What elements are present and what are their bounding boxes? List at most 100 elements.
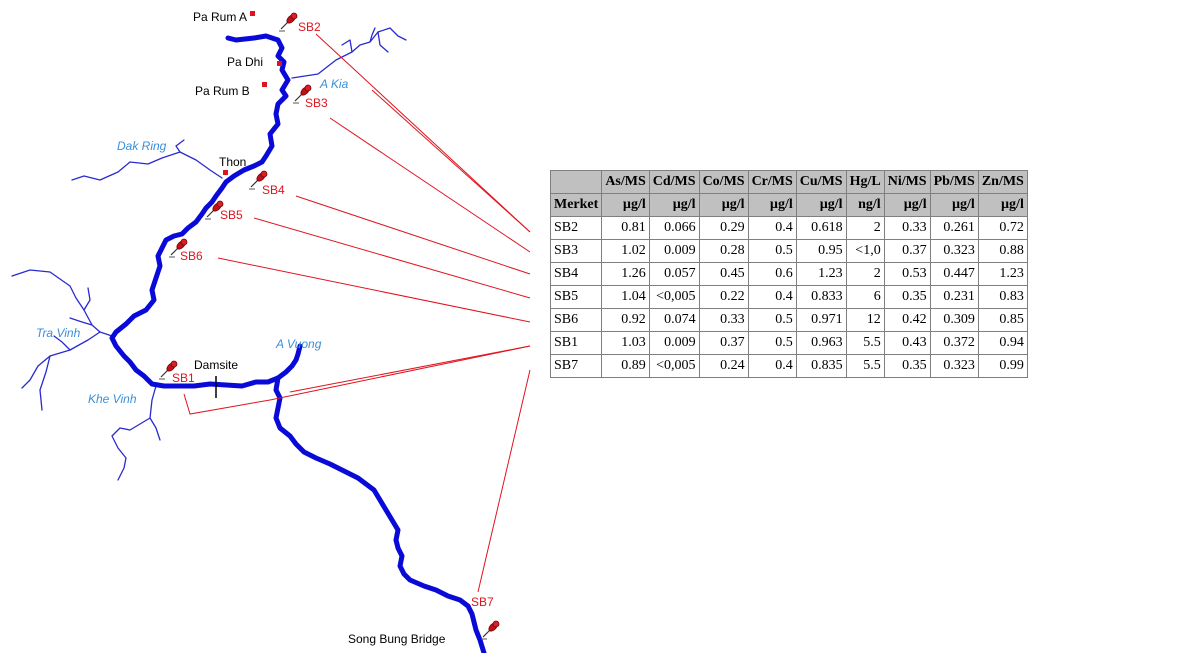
connector-sb1 xyxy=(183,345,531,415)
param-header-row: As/MS Cd/MS Co/MS Cr/MS Cu/MS Hg/L Ni/MS… xyxy=(549,170,1028,194)
connector-sb5 xyxy=(253,217,531,299)
table-row: SB5 1.04 <0,005 0.22 0.4 0.833 6 0.35 0.… xyxy=(549,285,1028,309)
label-sb5: SB5 xyxy=(220,208,243,222)
value-cell: 0.323 xyxy=(929,354,979,378)
value-cell: 6 xyxy=(845,285,885,309)
unit-header-row: Merket µg/l µg/l µg/l µg/l µg/l ng/l µg/… xyxy=(549,193,1028,217)
value-cell: 0.074 xyxy=(648,308,700,332)
value-cell: 0.37 xyxy=(698,331,749,355)
label-sb2: SB2 xyxy=(298,20,321,34)
tra-vinh-branch-2 xyxy=(21,331,101,389)
label-sb7: SB7 xyxy=(471,595,494,609)
value-cell: 0.309 xyxy=(929,308,979,332)
station-name-cell: SB7 xyxy=(549,354,603,378)
connector-sb6 xyxy=(217,257,531,323)
label-sb1: SB1 xyxy=(172,371,195,385)
village-marker-pa-dhi xyxy=(277,61,282,66)
value-cell: 1.03 xyxy=(601,331,650,355)
pin-sb7 xyxy=(480,620,500,640)
label-thon: Thon xyxy=(219,155,247,169)
label-damsite: Damsite xyxy=(194,358,239,372)
connector-sb4 xyxy=(295,195,531,275)
dak-ring-tributary xyxy=(71,151,223,181)
value-cell: 0.5 xyxy=(747,239,797,263)
header-param: Co/MS xyxy=(698,170,749,194)
header-param: Cd/MS xyxy=(648,170,700,194)
value-cell: 1.23 xyxy=(977,262,1028,286)
value-cell: 0.83 xyxy=(977,285,1028,309)
value-cell: 0.72 xyxy=(977,216,1028,240)
value-cell: <1,0 xyxy=(845,239,885,263)
value-cell: 0.971 xyxy=(795,308,847,332)
row-label-header: Merket xyxy=(549,193,603,217)
value-cell: 0.42 xyxy=(883,308,931,332)
station-name-cell: SB4 xyxy=(549,262,603,286)
village-marker-pa-rum-b xyxy=(262,82,267,87)
value-cell: 0.37 xyxy=(883,239,931,263)
value-cell: 0.22 xyxy=(698,285,749,309)
khe-vinh-tributary xyxy=(111,385,157,481)
label-a-vuong: A Vuong xyxy=(276,337,322,351)
value-cell: 0.35 xyxy=(883,354,931,378)
value-cell: 0.94 xyxy=(977,331,1028,355)
header-unit: µg/l xyxy=(795,193,847,217)
khe-vinh-branch xyxy=(149,417,161,441)
header-param: Cu/MS xyxy=(795,170,847,194)
value-cell: 0.81 xyxy=(601,216,650,240)
main-river-upper xyxy=(109,33,291,389)
header-unit: µg/l xyxy=(883,193,931,217)
header-unit: µg/l xyxy=(929,193,979,217)
value-cell: 0.24 xyxy=(698,354,749,378)
value-cell: 0.35 xyxy=(883,285,931,309)
table-row: SB6 0.92 0.074 0.33 0.5 0.971 12 0.42 0.… xyxy=(549,308,1028,332)
header-param: As/MS xyxy=(601,170,650,194)
value-cell: 0.99 xyxy=(977,354,1028,378)
label-tra-vinh: Tra Vinh xyxy=(36,326,81,340)
tra-vinh-branch-5 xyxy=(69,317,93,326)
value-cell: 5.5 xyxy=(845,354,885,378)
header-param: Zn/MS xyxy=(977,170,1028,194)
value-cell: 0.92 xyxy=(601,308,650,332)
table-row: SB7 0.89 <0,005 0.24 0.4 0.835 5.5 0.35 … xyxy=(549,354,1028,378)
value-cell: 0.28 xyxy=(698,239,749,263)
label-sb3: SB3 xyxy=(305,96,328,110)
header-unit: ng/l xyxy=(845,193,885,217)
value-cell: <0,005 xyxy=(648,354,700,378)
label-pa-rum-a: Pa Rum A xyxy=(193,10,248,24)
value-cell: 5.5 xyxy=(845,331,885,355)
station-name-cell: SB3 xyxy=(549,239,603,263)
header-blank-cell xyxy=(549,170,603,194)
a-kia-branch-3 xyxy=(377,31,389,53)
value-cell: 0.89 xyxy=(601,354,650,378)
value-cell: 0.95 xyxy=(795,239,847,263)
a-kia-branch-2 xyxy=(369,27,376,43)
a-kia-tributary xyxy=(291,27,407,79)
header-unit: µg/l xyxy=(648,193,700,217)
value-cell: 0.057 xyxy=(648,262,700,286)
value-cell: 1.26 xyxy=(601,262,650,286)
value-cell: 1.23 xyxy=(795,262,847,286)
label-song-bung-bridge: Song Bung Bridge xyxy=(348,632,446,646)
header-param: Pb/MS xyxy=(929,170,979,194)
value-cell: 0.618 xyxy=(795,216,847,240)
value-cell: 0.33 xyxy=(883,216,931,240)
header-param: Ni/MS xyxy=(883,170,931,194)
table-row: SB2 0.81 0.066 0.29 0.4 0.618 2 0.33 0.2… xyxy=(549,216,1028,240)
label-pa-rum-b: Pa Rum B xyxy=(195,84,250,98)
value-cell: 0.231 xyxy=(929,285,979,309)
a-vuong-river xyxy=(275,343,303,381)
connector-sb2 xyxy=(315,33,531,233)
connector-sb7 xyxy=(477,369,531,593)
value-cell: 0.4 xyxy=(747,285,797,309)
tra-vinh-tributary xyxy=(11,269,113,337)
value-cell: 0.5 xyxy=(747,308,797,332)
value-cell: 0.4 xyxy=(747,354,797,378)
value-cell: 0.88 xyxy=(977,239,1028,263)
station-name-cell: SB5 xyxy=(549,285,603,309)
table-row: SB3 1.02 0.009 0.28 0.5 0.95 <1,0 0.37 0… xyxy=(549,239,1028,263)
tra-vinh-branch-1 xyxy=(83,287,91,311)
value-cell: 1.02 xyxy=(601,239,650,263)
header-unit: µg/l xyxy=(747,193,797,217)
value-cell: <0,005 xyxy=(648,285,700,309)
